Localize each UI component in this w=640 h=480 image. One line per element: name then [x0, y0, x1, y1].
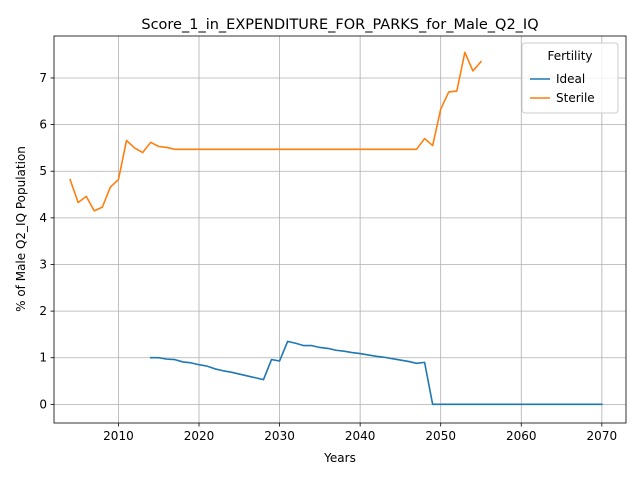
legend: Fertility Ideal Sterile	[521, 42, 619, 114]
y-tick-label: 2	[39, 304, 47, 318]
series-lines	[69, 51, 603, 406]
series-line-ideal	[149, 340, 603, 406]
legend-box	[521, 42, 619, 114]
y-tick-label: 4	[39, 211, 47, 225]
y-axis-label: % of Male Q2_IQ Population	[14, 146, 28, 312]
x-tick-label: 2040	[345, 429, 376, 443]
plot-frame	[53, 35, 627, 424]
x-tick-label: 2050	[425, 429, 456, 443]
y-tick-label: 7	[39, 71, 47, 85]
legend-title: Fertility	[547, 49, 592, 63]
legend-label-ideal: Ideal	[556, 72, 585, 86]
chart-title: Score_1_in_EXPENDITURE_FOR_PARKS_for_Mal…	[141, 17, 538, 33]
x-tick-label: 2060	[506, 429, 537, 443]
x-axis-label: Years	[323, 451, 356, 465]
y-tick-label: 6	[39, 118, 47, 132]
x-tick-label: 2030	[264, 429, 295, 443]
y-tick-label: 3	[39, 257, 47, 271]
grid	[54, 36, 626, 423]
axis-ticks: 2010 2020 2030 2040 2050 2060 2070 0 1 2 3 4 5 6 7	[39, 71, 617, 443]
y-tick-label: 0	[39, 397, 47, 411]
y-tick-label: 5	[39, 164, 47, 178]
x-tick-label: 2020	[184, 429, 215, 443]
series-line-sterile	[69, 51, 483, 212]
x-tick-label: 2070	[587, 429, 618, 443]
y-tick-label: 1	[39, 351, 47, 365]
x-tick-label: 2010	[103, 429, 134, 443]
legend-label-sterile: Sterile	[556, 91, 595, 105]
